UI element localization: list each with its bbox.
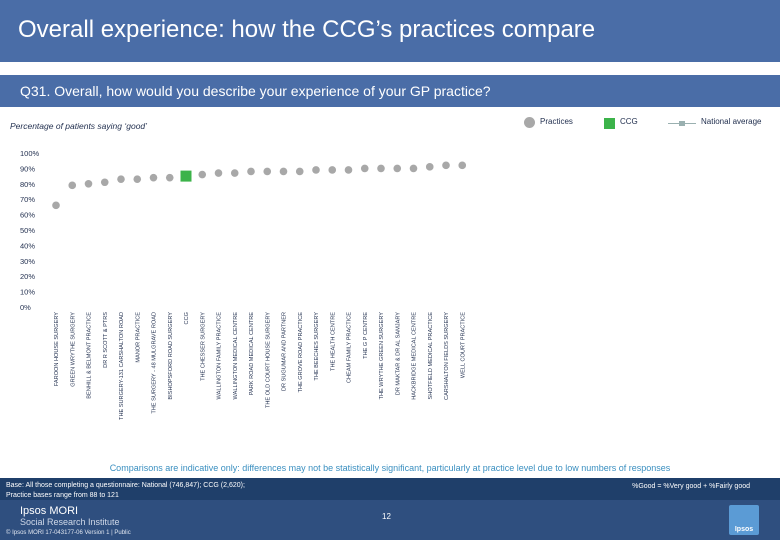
category-label: PARK ROAD MEDICAL CENTRE xyxy=(249,312,255,396)
copyright-text: © Ipsos MORI 17-043177-06 Version 1 | Pu… xyxy=(6,530,131,536)
category-label: HACKBRIDGE MEDICAL CENTRE xyxy=(412,312,418,400)
y-tick-label: 80% xyxy=(20,180,35,189)
y-tick-label: 0% xyxy=(20,303,31,312)
practice-point xyxy=(247,167,255,176)
base-bar xyxy=(0,478,780,500)
practice-point xyxy=(344,166,353,174)
practice-point xyxy=(393,164,402,173)
legend-ccg-marker xyxy=(604,118,615,129)
footer xyxy=(0,500,780,540)
legend-national-marker xyxy=(668,121,696,126)
y-tick-label: 10% xyxy=(20,288,35,297)
practice-point xyxy=(425,163,434,171)
practice-point xyxy=(295,167,304,176)
category-label: BENHILL & BELMONT PRACTICE xyxy=(87,312,93,399)
category-label: WELL COURT PRACTICE xyxy=(460,312,466,378)
category-label: BISHOPSFORD ROAD SURGERY xyxy=(168,312,174,400)
practice-point xyxy=(165,173,174,182)
practice-point xyxy=(230,169,239,177)
practice-point xyxy=(84,180,93,188)
practice-point xyxy=(214,169,223,177)
category-label: THE G P CENTRE xyxy=(363,312,369,359)
category-label: THE OLD COURT HOUSE SURGERY xyxy=(265,312,271,408)
category-label: WALLINGTON MEDICAL CENTRE xyxy=(233,312,239,400)
category-label: SHOTFIELD MEDICAL PRACTICE xyxy=(428,312,434,400)
practice-point xyxy=(312,166,320,174)
category-label: DR MAKTAR & DR AL SAMJARY xyxy=(395,312,401,395)
y-tick-label: 70% xyxy=(20,195,35,204)
category-label: THE HEALTH CENTRE xyxy=(330,312,336,371)
practice-point xyxy=(117,175,125,183)
practice-point xyxy=(458,161,467,170)
page-number: 12 xyxy=(382,512,391,521)
y-tick-label: 30% xyxy=(20,257,35,266)
chart-subtitle: Percentage of patients saying ‘good’ xyxy=(10,121,148,131)
practice-point xyxy=(133,175,142,183)
category-label: CHEAM FAMILY PRACTICE xyxy=(347,312,353,383)
category-label: THE SURGERY-131 CARSHALTON ROAD xyxy=(119,312,125,420)
category-label: DR R SCOTT & PTRS xyxy=(103,312,109,368)
category-label: THE WRYTHE GREEN SURGERY xyxy=(379,312,385,400)
ccg-point xyxy=(180,170,192,182)
legend-national-label: National average xyxy=(701,117,762,126)
practice-point xyxy=(263,167,272,176)
category-label: THE GROVE ROAD PRACTICE xyxy=(298,312,304,393)
question-bar: Q31. Overall, how would you describe you… xyxy=(0,75,780,107)
practice-point xyxy=(198,170,207,179)
base-text: Base: All those completing a questionnai… xyxy=(6,481,306,501)
chart: 100% 90% 80% 70% 60% 50% 40% 30% 20% 10% 0% FAROON … xyxy=(20,149,467,420)
category-label: CCG xyxy=(184,312,190,324)
y-tick-label: 50% xyxy=(20,226,35,235)
practice-point xyxy=(328,166,337,174)
definition-text: %Good = %Very good + %Fairly good xyxy=(632,483,750,490)
category-label: WALLINGTON FAMILY PRACTICE xyxy=(217,312,223,400)
base-line-2: Practice bases range from 88 to 121 xyxy=(6,492,119,499)
base-line-1: Base: All those completing a questionnai… xyxy=(6,482,245,489)
category-label: FAROON HOUSE SURGERY xyxy=(54,312,60,386)
ipsos-badge-logo: Ipsos xyxy=(729,505,759,535)
practice-point xyxy=(52,201,60,210)
legend-practices-marker xyxy=(524,117,535,128)
category-label: CARSHALTON FIELDS SURGERY xyxy=(444,312,450,400)
page-title: Overall experience: how the CCG’s practi… xyxy=(18,16,596,43)
title-bar: Overall experience: how the CCG’s practi… xyxy=(0,0,780,62)
category-label: GREEN WRYTHE SURGERY xyxy=(70,312,76,387)
y-tick-label: 60% xyxy=(20,211,35,220)
practice-point xyxy=(409,164,418,173)
question-text: Q31. Overall, how would you describe you… xyxy=(20,83,491,99)
category-label: THE BEECHES SURGERY xyxy=(314,312,320,381)
legend-practices-label: Practices xyxy=(540,117,573,126)
y-tick-label: 90% xyxy=(20,164,35,173)
practice-point xyxy=(279,167,288,176)
practice-point xyxy=(68,181,77,190)
practice-point xyxy=(377,164,385,173)
category-label: MANOR PRACTICE xyxy=(135,312,141,363)
practice-point xyxy=(149,173,158,182)
comparison-note: Comparisons are indicative only: differe… xyxy=(109,463,671,473)
category-label: DR SUGUMAR AND PARTNER xyxy=(282,312,288,391)
practice-point xyxy=(360,164,369,173)
ipsos-mori-logo-text: Ipsos MORI xyxy=(20,505,79,517)
sri-logo-text: Social Research Institute xyxy=(20,517,120,527)
practice-point xyxy=(442,161,450,170)
y-tick-label: 40% xyxy=(20,241,35,250)
y-tick-label: 20% xyxy=(20,272,35,281)
practice-point xyxy=(100,178,109,187)
ipsos-badge-text: Ipsos xyxy=(734,526,754,533)
legend-ccg-label: CCG xyxy=(620,117,638,126)
y-tick-label: 100% xyxy=(20,149,40,158)
category-label: THE SURGERY - 48 MULGRAVE ROAD xyxy=(152,312,158,414)
category-label: THE CHESSER SURGERY xyxy=(200,312,206,381)
